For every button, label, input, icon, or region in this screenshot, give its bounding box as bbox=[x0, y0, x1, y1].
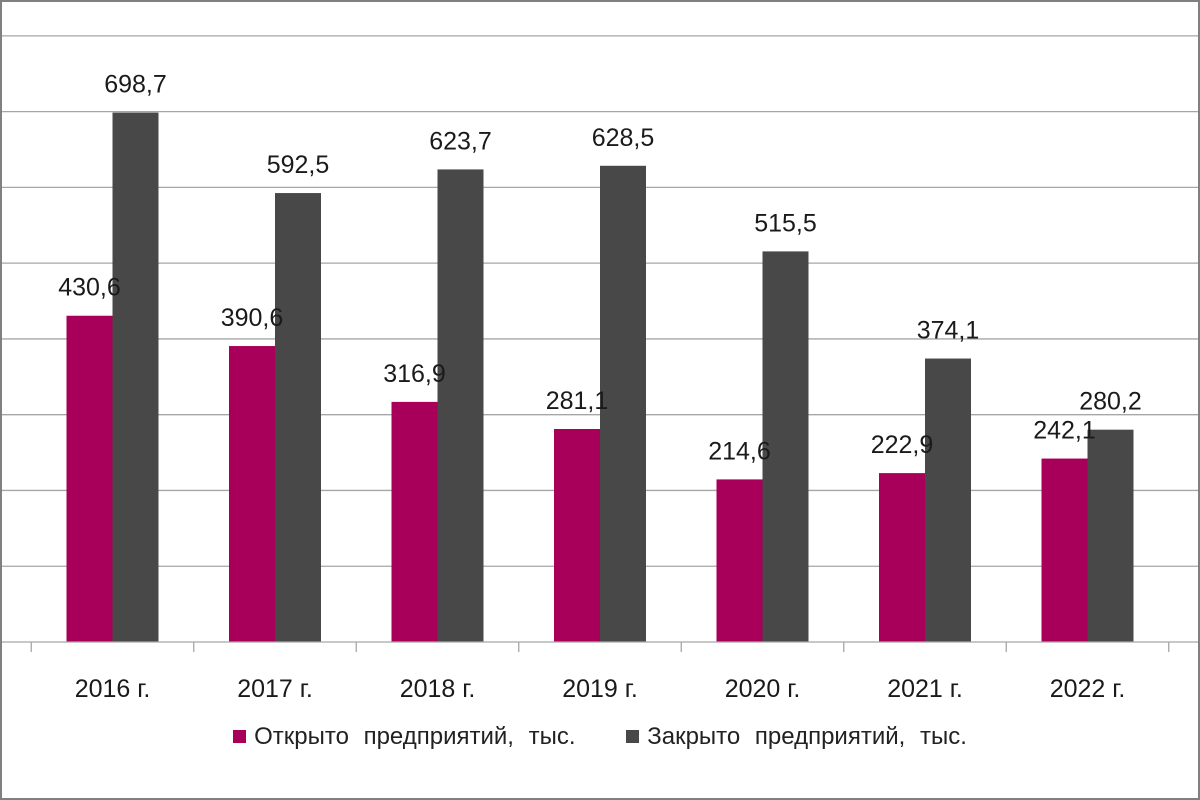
data-label-opened: 430,6 bbox=[58, 274, 121, 302]
bar-opened bbox=[229, 346, 275, 642]
legend-label-closed: Закрыто предприятий, тыс. bbox=[647, 722, 967, 750]
bar-opened bbox=[391, 401, 438, 642]
data-label-closed: 374,1 bbox=[917, 317, 980, 345]
legend-label-opened: Открыто предприятий, тыс. bbox=[254, 722, 576, 750]
x-tick-label: 2021 г. bbox=[887, 675, 963, 703]
data-label-closed: 623,7 bbox=[429, 127, 492, 155]
data-label-opened: 390,6 bbox=[221, 304, 284, 332]
data-label-opened: 281,1 bbox=[546, 387, 609, 415]
x-tick-label: 2022 г. bbox=[1050, 675, 1126, 703]
data-label-opened: 242,1 bbox=[1033, 417, 1096, 445]
legend: Открыто предприятий, тыс. Закрыто предпр… bbox=[0, 722, 1200, 751]
bar-opened bbox=[66, 315, 113, 642]
bar-closed bbox=[275, 193, 321, 642]
x-tick-label: 2019 г. bbox=[562, 675, 638, 703]
data-labels: 430,6 698,7 390,6 592,5 316,9 623,7 281,1 628,5… bbox=[58, 71, 1142, 466]
data-label-closed: 515,5 bbox=[754, 209, 817, 237]
bar-opened bbox=[716, 479, 763, 642]
x-axis: 2015 г.2016 г.2017 г.2018 г.2019 г.2020 … bbox=[0, 641, 1200, 703]
x-tick-label: 2018 г. bbox=[400, 675, 476, 703]
bar-opened bbox=[1041, 458, 1088, 642]
data-label-opened: 214,6 bbox=[708, 437, 771, 465]
legend-swatch-closed bbox=[626, 730, 640, 743]
bar-closed bbox=[112, 112, 159, 642]
bar-opened bbox=[879, 473, 925, 642]
legend-item-opened: Открыто предприятий, тыс. bbox=[233, 722, 576, 751]
data-label-closed: 280,2 bbox=[1079, 388, 1142, 416]
bar-closed bbox=[437, 169, 484, 642]
bar-closed bbox=[762, 251, 809, 643]
bar-opened bbox=[554, 429, 600, 642]
data-label-opened: 222,9 bbox=[871, 431, 934, 459]
x-tick-label: 2020 г. bbox=[725, 675, 801, 703]
data-label-opened: 316,9 bbox=[383, 360, 446, 388]
legend-item-closed: Закрыто предприятий, тыс. bbox=[626, 723, 967, 751]
bar-closed bbox=[925, 358, 971, 642]
x-tick-label: 2016 г. bbox=[75, 675, 151, 703]
bars bbox=[66, 112, 1134, 643]
x-tick-label: 2017 г. bbox=[237, 675, 313, 703]
bar-closed bbox=[600, 165, 646, 642]
legend-swatch-opened bbox=[233, 730, 247, 743]
data-label-closed: 628,5 bbox=[592, 124, 655, 152]
bar-closed bbox=[1087, 429, 1134, 642]
data-label-closed: 698,7 bbox=[104, 71, 167, 99]
data-label-closed: 592,5 bbox=[267, 151, 330, 179]
